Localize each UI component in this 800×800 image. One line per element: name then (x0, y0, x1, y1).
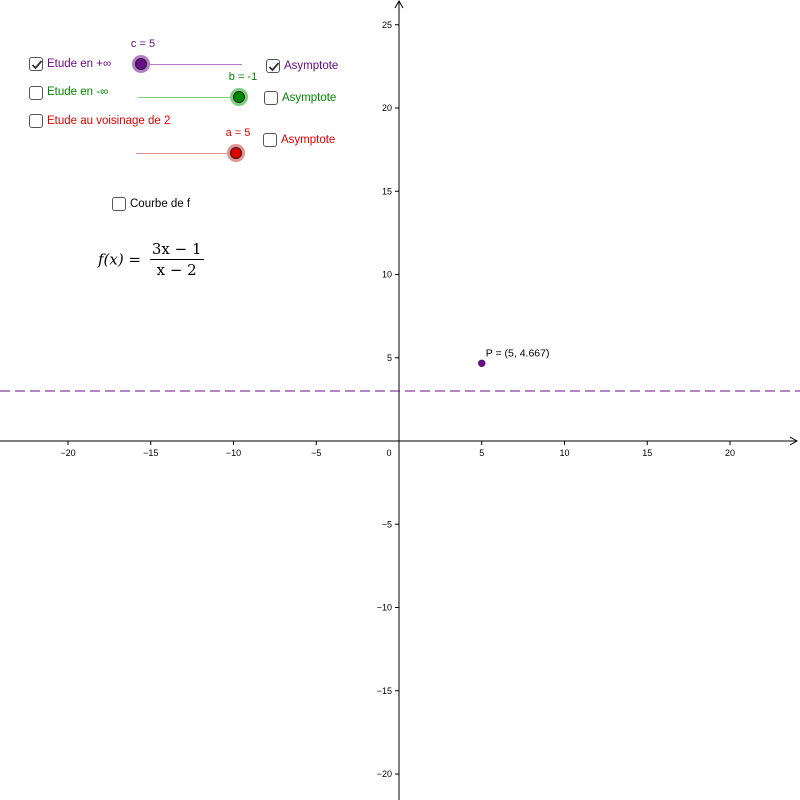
asymptote-a-label[interactable]: Asymptote (281, 134, 336, 146)
study-plus-infinity-checkbox[interactable] (29, 57, 43, 71)
y-tick-label: 15 (382, 186, 392, 196)
x-tick-label: 0 (386, 448, 391, 458)
x-tick-label: −5 (311, 448, 321, 458)
slider-a-knob[interactable] (227, 144, 245, 162)
asymptote-c-checkbox[interactable] (266, 59, 280, 73)
slider-a-track[interactable] (136, 153, 237, 154)
slider-b-knob[interactable] (230, 88, 248, 106)
x-axis-arrow-icon (789, 436, 799, 446)
function-formula: f(x) = 3x − 1 x − 2 (98, 240, 204, 279)
curve-checkbox[interactable] (112, 197, 126, 211)
y-tick-label: −10 (377, 603, 392, 613)
y-tick-label: −5 (382, 519, 392, 529)
x-axis-ticks: −20 −15 −10 −5 0 5 10 15 20 (60, 441, 735, 458)
y-axis-arrow-icon (394, 0, 404, 9)
asymptote-c-label[interactable]: Asymptote (284, 60, 339, 72)
slider-c-value: c = 5 (130, 38, 156, 50)
study-plus-infinity-label[interactable]: Etude en +∞ (47, 58, 112, 70)
y-tick-label: 20 (382, 103, 392, 113)
y-tick-label: −15 (377, 686, 392, 696)
formula-denominator: x − 2 (156, 261, 197, 279)
x-tick-label: −20 (60, 448, 75, 458)
x-tick-label: 10 (559, 448, 569, 458)
study-minus-infinity-checkbox[interactable] (29, 86, 43, 100)
formula-lhs: f(x) = (98, 250, 142, 269)
slider-c-knob[interactable] (132, 55, 150, 73)
slider-a-value: a = 5 (225, 127, 251, 139)
x-tick-label: 5 (479, 448, 484, 458)
study-near-2-label[interactable]: Etude au voisinage de 2 (47, 115, 171, 127)
study-minus-infinity-label[interactable]: Etude en -∞ (47, 86, 109, 98)
slider-b-track[interactable] (138, 97, 239, 98)
x-tick-label: 20 (725, 448, 735, 458)
y-tick-label: 25 (382, 20, 392, 30)
y-tick-label: −20 (377, 769, 392, 779)
asymptote-b-label[interactable]: Asymptote (282, 92, 337, 104)
checkmark-icon (31, 60, 43, 70)
x-tick-label: 15 (642, 448, 652, 458)
asymptote-a-checkbox[interactable] (263, 133, 277, 147)
slider-b-value: b = -1 (228, 71, 258, 83)
formula-numerator: 3x − 1 (149, 240, 204, 260)
curve-label[interactable]: Courbe de f (130, 198, 191, 210)
study-near-2-checkbox[interactable] (29, 114, 43, 128)
point-p-label: P = (5, 4.667) (486, 347, 550, 359)
slider-c-track[interactable] (141, 64, 242, 65)
checkmark-icon (268, 62, 280, 72)
formula-fraction: 3x − 1 x − 2 (149, 240, 204, 279)
y-tick-label: 5 (387, 353, 392, 363)
y-tick-label: 10 (382, 270, 392, 280)
y-axis-ticks: 25 20 15 10 5 −5 −10 −15 −20 (377, 20, 399, 779)
asymptote-b-checkbox[interactable] (264, 91, 278, 105)
x-tick-label: −15 (143, 448, 158, 458)
point-p[interactable] (478, 359, 486, 367)
x-tick-label: −10 (226, 448, 241, 458)
